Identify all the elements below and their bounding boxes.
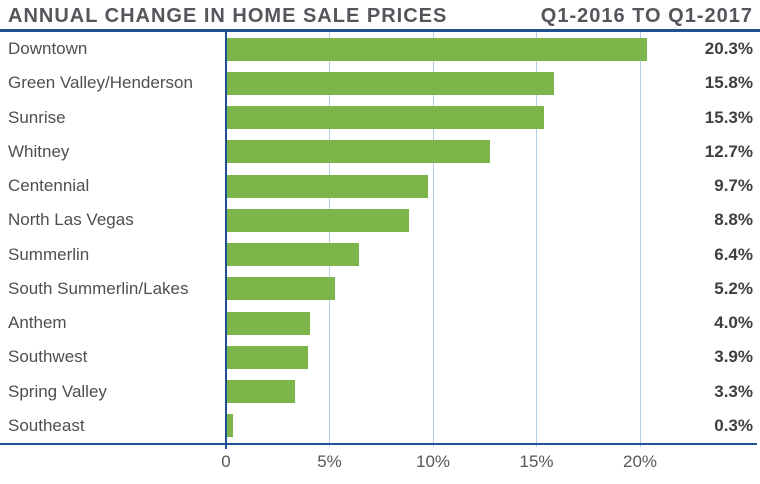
category-label: Centennial — [8, 176, 90, 196]
bar-row: Green Valley/Henderson 15.8% — [0, 66, 760, 100]
category-label: Sunrise — [8, 107, 66, 127]
x-tick-label: 15% — [519, 452, 554, 471]
value-label: 4.0% — [714, 313, 753, 333]
x-tick-label: 10% — [415, 452, 451, 471]
value-label: 5.2% — [714, 278, 753, 298]
bar-row: Anthem 4.0% — [0, 306, 760, 340]
category-label: Southeast — [8, 415, 85, 435]
bar-row: Whitney 12.7% — [0, 135, 760, 169]
category-label: Anthem — [8, 313, 67, 333]
x-tick-label: 20% — [622, 452, 658, 471]
value-label: 0.3% — [714, 415, 753, 435]
bar-green-valley-henderson — [227, 71, 555, 95]
value-label: 15.8% — [704, 73, 753, 93]
category-label: Spring Valley — [8, 381, 107, 401]
bar-row: Downtown 20.3% — [0, 32, 760, 66]
bar-anthem — [227, 311, 310, 335]
bar-row: Southwest 3.9% — [0, 340, 760, 374]
value-label: 3.9% — [714, 347, 753, 367]
x-tick-label: 0 — [221, 452, 231, 471]
bar-summerlin — [227, 243, 360, 267]
bar-row: Centennial 9.7% — [0, 169, 760, 203]
x-axis-line — [0, 443, 757, 445]
bar-whitney — [227, 140, 490, 164]
bar-centennial — [227, 174, 428, 198]
value-label: 9.7% — [714, 176, 753, 196]
gridline-10% — [432, 32, 434, 447]
value-label: 12.7% — [704, 141, 753, 161]
category-label: Downtown — [8, 39, 88, 59]
gridline-5% — [329, 32, 330, 447]
bar-southwest — [227, 345, 308, 369]
title-divider-line — [0, 29, 760, 32]
bar-row: North Las Vegas 8.8% — [0, 203, 760, 237]
y-axis-line — [225, 32, 227, 449]
bar-downtown — [227, 37, 648, 61]
bar-spring-valley — [227, 380, 296, 404]
bar-north-las-vegas — [227, 208, 410, 232]
gridline-20% — [639, 32, 641, 447]
bar-southeast — [227, 414, 234, 438]
chart-period: Q1-2016 TO Q1-2017 — [540, 5, 753, 27]
value-label: 20.3% — [704, 39, 753, 59]
value-label: 15.3% — [704, 107, 753, 127]
chart-title: ANNUAL CHANGE IN HOME SALE PRICES — [8, 5, 448, 27]
category-label: Green Valley/Henderson — [8, 73, 193, 93]
category-label: North Las Vegas — [8, 210, 134, 230]
bar-row: Spring Valley 3.3% — [0, 375, 760, 409]
value-label: 3.3% — [714, 381, 753, 401]
bar-south-summerlin-lakes — [227, 277, 335, 301]
category-label: Whitney — [8, 141, 70, 161]
bar-row: Summerlin 6.4% — [0, 238, 760, 272]
value-label: 8.8% — [714, 210, 753, 230]
bar-row: Southeast 0.3% — [0, 409, 760, 443]
x-tick-label: 5% — [317, 452, 342, 471]
bar-row: Sunrise 15.3% — [0, 101, 760, 135]
gridline-15% — [536, 32, 537, 447]
category-label: South Summerlin/Lakes — [8, 278, 189, 298]
value-label: 6.4% — [714, 244, 753, 264]
bar-row: South Summerlin/Lakes 5.2% — [0, 272, 760, 306]
category-label: Southwest — [8, 347, 88, 367]
bar-sunrise — [227, 106, 544, 130]
category-label: Summerlin — [8, 244, 90, 264]
